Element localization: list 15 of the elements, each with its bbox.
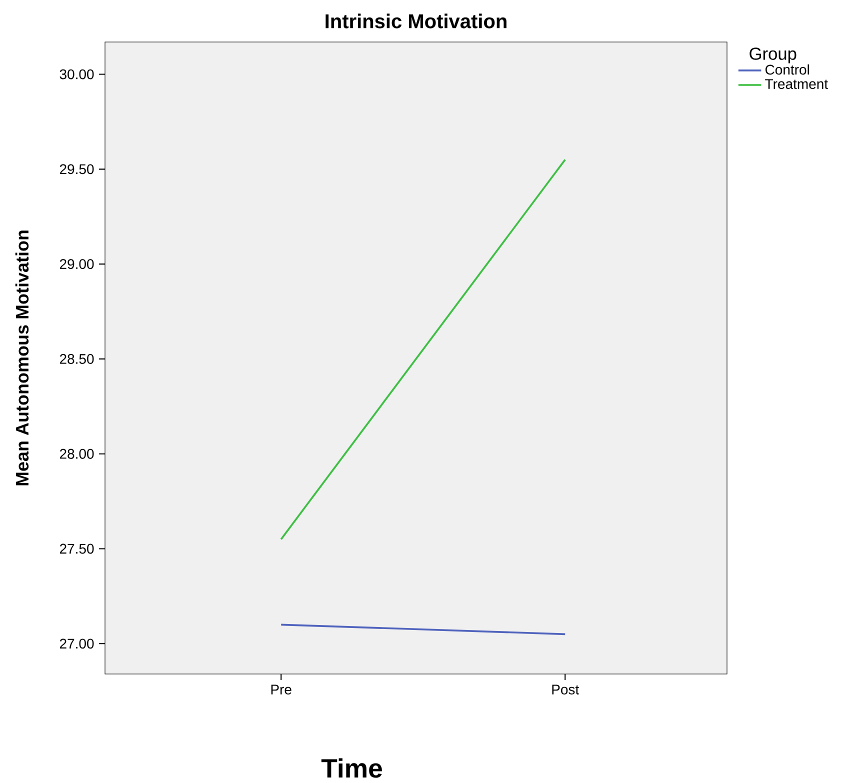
- y-tick-label: 27.00: [60, 638, 94, 649]
- legend-label: Control: [765, 64, 809, 75]
- legend-label: Treatment: [765, 79, 828, 89]
- y-tick-label: 28.00: [60, 448, 94, 459]
- chart-title: Intrinsic Motivation: [326, 14, 506, 28]
- y-axis-title: Mean Autonomous Motivation: [15, 230, 29, 486]
- legend-title: Group: [750, 48, 796, 64]
- x-tick-label: Post: [552, 684, 580, 694]
- x-axis-title: Time: [321, 758, 382, 778]
- y-tick-label: 28.50: [60, 354, 94, 364]
- y-tick-label: 27.50: [60, 544, 94, 554]
- y-tick-label: 30.00: [60, 69, 94, 80]
- x-tick-label: Pre: [271, 684, 292, 694]
- y-tick-label: 29.00: [60, 259, 94, 270]
- y-tick-label: 29.50: [60, 164, 94, 174]
